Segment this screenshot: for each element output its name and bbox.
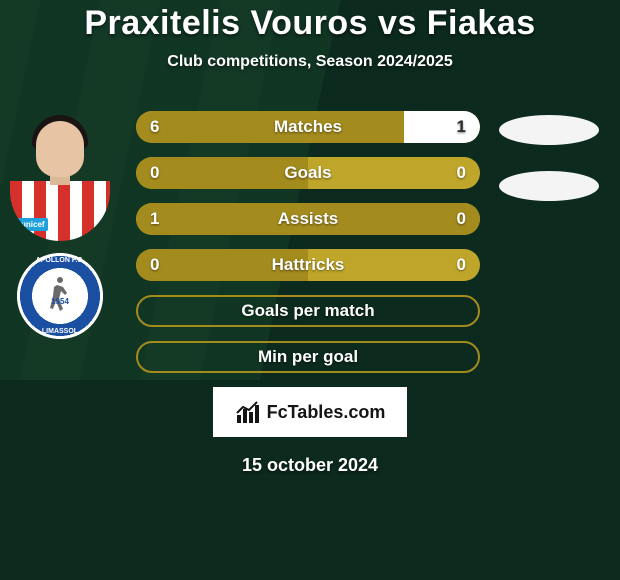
- stat-value-left: 1: [150, 203, 159, 235]
- stat-label: Min per goal: [138, 343, 478, 371]
- date-line: 15 october 2024: [0, 455, 620, 476]
- bar-chart-icon: [235, 399, 261, 425]
- stat-value-right: 0: [457, 157, 466, 189]
- stat-row: Matches6 1: [136, 111, 480, 143]
- club-left-name: APOLLON F.C.: [17, 257, 103, 264]
- stat-label: Goals per match: [138, 297, 478, 325]
- brand-box[interactable]: FcTables.com: [213, 387, 407, 437]
- player-left-photo: unicef: [10, 111, 110, 241]
- stat-row: Goals0 0: [136, 157, 480, 189]
- stat-row: Min per goal: [136, 341, 480, 373]
- stat-row: Goals per match: [136, 295, 480, 327]
- club-left-year: 1954: [17, 297, 103, 306]
- stat-value-left: 6: [150, 111, 159, 143]
- stat-value-left: 0: [150, 157, 159, 189]
- player-right-placeholder-2: [499, 171, 599, 201]
- club-left-crest: APOLLON F.C. 1954 LIMASSOL: [17, 253, 103, 339]
- right-column: [492, 111, 606, 201]
- discus-thrower-icon: [49, 275, 71, 315]
- stat-label: Matches: [136, 111, 480, 143]
- stat-value-left: 0: [150, 249, 159, 281]
- left-column: unicef APOLLON F.C. 1954 LIMASSOL: [8, 111, 112, 339]
- player-left-shirt: unicef: [10, 181, 110, 241]
- stat-bars: Matches61Goals00Assists10Hattricks00Goal…: [136, 111, 480, 373]
- stat-value-right: 1: [457, 111, 466, 143]
- stat-label: Assists: [136, 203, 480, 235]
- club-left-city: LIMASSOL: [17, 328, 103, 335]
- page-title: Praxitelis Vouros vs Fiakas: [0, 4, 620, 43]
- stat-value-right: 0: [457, 249, 466, 281]
- stat-value-right: 0: [457, 203, 466, 235]
- player-left-head: [36, 121, 84, 177]
- stat-row: Assists1 0: [136, 203, 480, 235]
- stats-area: unicef APOLLON F.C. 1954 LIMASSOL Matche…: [0, 111, 620, 373]
- player-right-placeholder-1: [499, 115, 599, 145]
- brand-text: FcTables.com: [267, 402, 386, 423]
- page-subtitle: Club competitions, Season 2024/2025: [0, 53, 620, 71]
- stat-row: Hattricks0 0: [136, 249, 480, 281]
- player-left-sponsor: unicef: [18, 218, 48, 231]
- stat-label: Goals: [136, 157, 480, 189]
- content-root: Praxitelis Vouros vs Fiakas Club competi…: [0, 0, 620, 476]
- stat-label: Hattricks: [136, 249, 480, 281]
